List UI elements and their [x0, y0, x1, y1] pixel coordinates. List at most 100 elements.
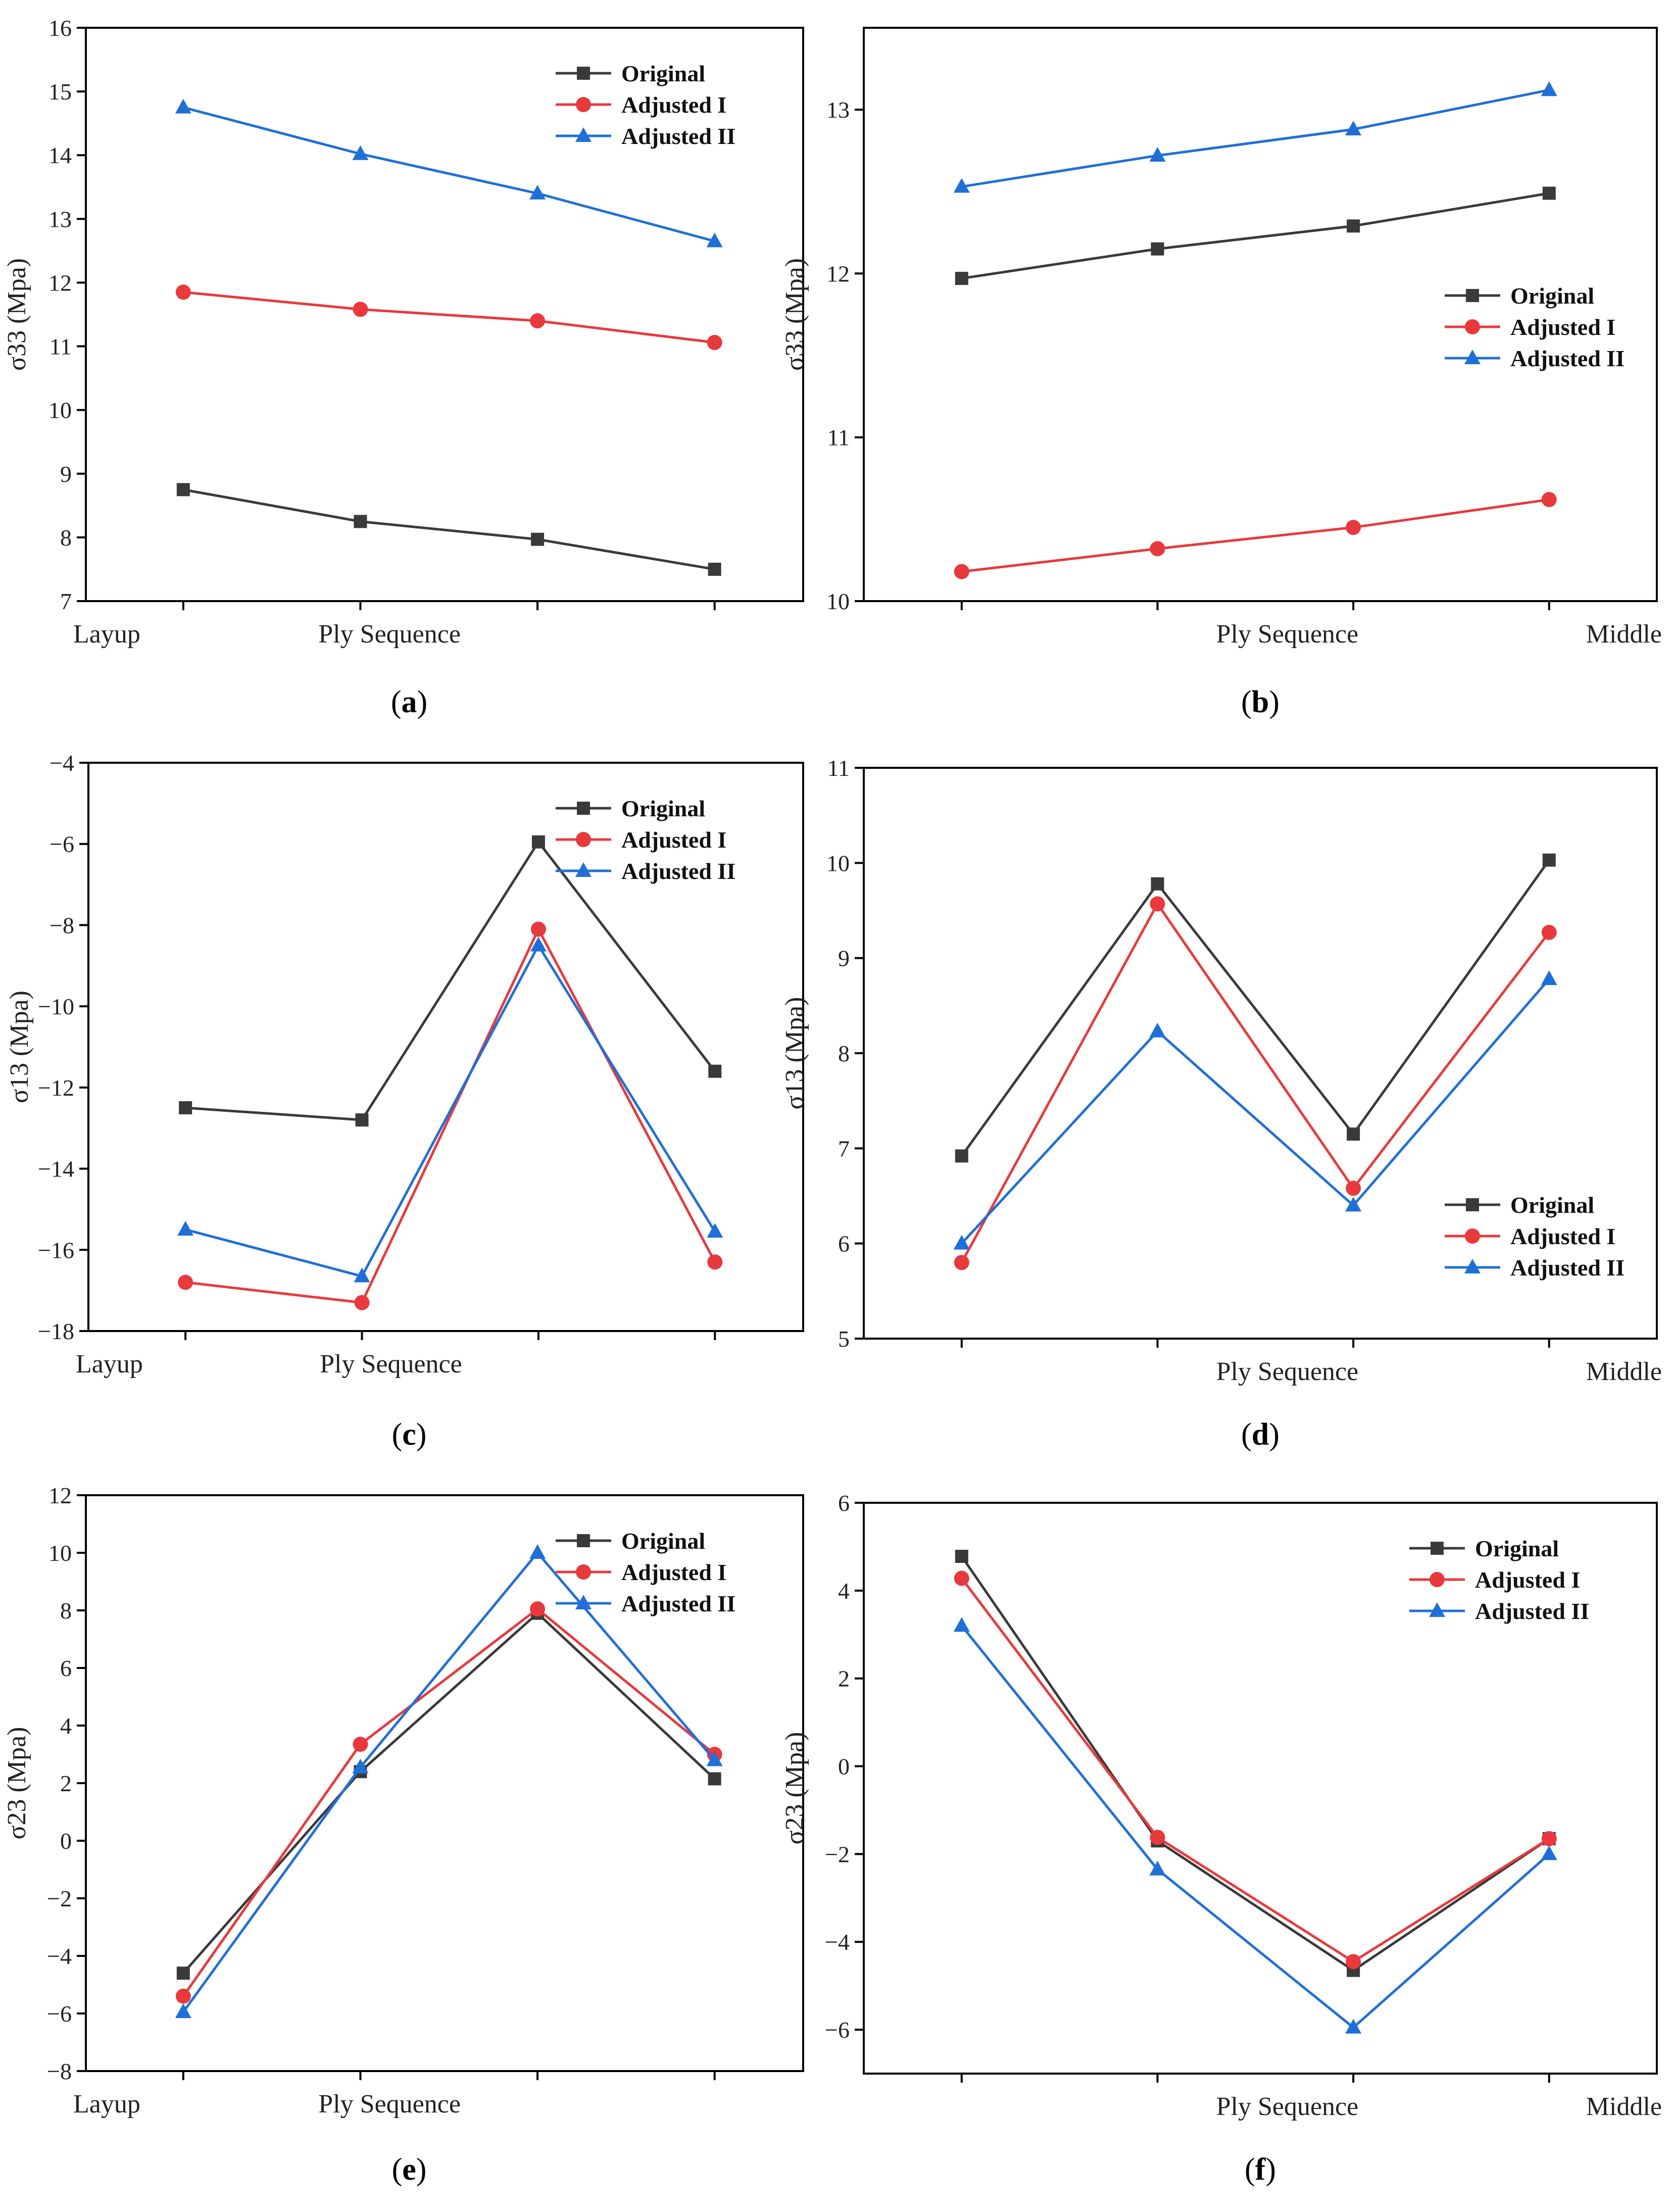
y-tick-label: −10 — [38, 994, 74, 1019]
series-line — [960, 1625, 1550, 2030]
panel-caption: (f) — [1245, 2152, 1276, 2187]
x-axis-left-label: Layup — [76, 1350, 143, 1379]
legend-label: Adjusted I — [1475, 1567, 1580, 1593]
series-line — [960, 901, 1550, 1263]
y-tick-label: 12 — [48, 1483, 72, 1508]
data-point — [707, 334, 722, 350]
series-line — [182, 1607, 716, 1997]
legend-marker — [576, 97, 591, 112]
y-tick-label: 0 — [838, 1754, 850, 1780]
y-tick-label: 4 — [60, 1713, 72, 1739]
data-point — [529, 184, 546, 200]
data-point — [175, 99, 191, 114]
x-axis-right-label: Middle — [1586, 620, 1662, 649]
series-adjusted-ii — [953, 1617, 1557, 2034]
y-tick-label: 9 — [60, 461, 72, 487]
data-point — [1150, 1830, 1165, 1845]
y-tick-label: 9 — [838, 946, 850, 971]
y-axis-label: σ33 (Mpa) — [780, 258, 809, 371]
data-point — [1541, 970, 1557, 986]
data-point — [954, 1570, 969, 1586]
data-point — [708, 562, 721, 576]
x-axis-label: Ply Sequence — [318, 620, 461, 649]
series-line — [185, 840, 716, 1121]
chart-panel-c: −18 −16 −14 −12 −10 −8 −6 −4 σ13 (Mpa) Layup Ply S… — [5, 750, 804, 1452]
legend-label: Adjusted II — [1510, 346, 1624, 371]
y-tick-label: 10 — [48, 398, 72, 423]
panel-caption-letter: c — [402, 1417, 416, 1452]
y-tick-label: −2 — [47, 1886, 72, 1911]
y-tick-label: 13 — [826, 97, 850, 123]
y-tick-label: −4 — [825, 1929, 850, 1955]
legend: Original Adjusted I Adjusted II — [556, 61, 735, 149]
legend-marker — [575, 127, 592, 142]
y-tick-label: −6 — [50, 831, 74, 857]
chart-panel-e: −8 −6 −4 −2 0 2 4 6 8 10 12 σ23 (Mpa) Layup Ply Seque… — [3, 1483, 804, 2187]
data-point — [1347, 1127, 1360, 1141]
y-tick-label: −6 — [825, 2017, 850, 2043]
y-tick-label: 4 — [838, 1578, 850, 1604]
x-axis-label: Ply Sequence — [1216, 1357, 1359, 1386]
data-point — [708, 1064, 722, 1078]
legend-label: Original — [621, 1528, 705, 1554]
y-tick-label: 6 — [838, 1490, 850, 1516]
series-adjusted-ii — [953, 970, 1557, 1250]
data-point — [954, 1255, 969, 1270]
series-original — [176, 1606, 721, 1980]
series-line — [961, 192, 1550, 280]
y-tick-label: −6 — [47, 2001, 72, 2027]
legend-marker — [1465, 319, 1480, 334]
legend-marker — [1431, 1542, 1444, 1555]
y-tick-label: −8 — [50, 912, 74, 938]
x-axis-label: Ply Sequence — [320, 1350, 462, 1379]
data-point — [175, 284, 191, 300]
legend: Original Adjusted I Adjusted II — [1409, 1536, 1589, 1624]
panel-caption: (d) — [1241, 1417, 1279, 1452]
series-adjusted-ii — [177, 937, 723, 1283]
series-adjusted-ii — [953, 81, 1557, 193]
legend-marker — [575, 1595, 592, 1609]
series-adjusted-i — [178, 921, 723, 1310]
legend-label: Original — [621, 61, 705, 86]
series-line — [960, 978, 1550, 1245]
data-point — [953, 1235, 970, 1250]
legend-label: Adjusted I — [621, 92, 726, 118]
panel-caption: (e) — [392, 2152, 427, 2187]
data-point — [1150, 541, 1165, 557]
legend-marker — [1429, 1602, 1445, 1617]
x-axis-label: Ply Sequence — [1216, 620, 1359, 649]
y-tick-label: 13 — [48, 206, 72, 232]
legend-marker — [1430, 1572, 1445, 1587]
legend: Original Adjusted I Adjusted II — [1445, 283, 1624, 371]
data-point — [1151, 242, 1164, 256]
y-tick-label: 7 — [838, 1136, 850, 1161]
panel-caption-letter: e — [402, 2152, 416, 2187]
data-point — [1150, 896, 1165, 912]
series-original — [955, 186, 1556, 285]
series-line — [961, 498, 1550, 573]
legend-marker — [577, 802, 590, 815]
series-adjusted-i — [954, 491, 1557, 579]
y-tick-label: 10 — [826, 588, 850, 614]
y-tick-label: −18 — [38, 1318, 74, 1344]
panel-caption-letter: d — [1252, 1417, 1269, 1452]
data-point — [955, 1550, 968, 1563]
data-point — [953, 178, 970, 193]
legend: Original Adjusted I Adjusted II — [556, 1528, 735, 1616]
series-original — [179, 835, 722, 1127]
legend-label: Original — [1475, 1536, 1559, 1561]
data-point — [176, 483, 190, 497]
data-point — [353, 302, 368, 317]
data-point — [531, 835, 545, 849]
data-point — [1149, 1022, 1166, 1038]
panel-caption-letter: f — [1255, 2152, 1266, 2187]
data-point — [706, 1751, 723, 1766]
y-tick-label: 16 — [48, 15, 72, 41]
data-point — [706, 232, 723, 248]
data-point — [1149, 1860, 1166, 1876]
legend-marker — [1464, 350, 1481, 364]
series-line — [185, 943, 716, 1278]
legend-label: Adjusted II — [621, 1591, 735, 1616]
data-point — [1346, 1954, 1361, 1970]
